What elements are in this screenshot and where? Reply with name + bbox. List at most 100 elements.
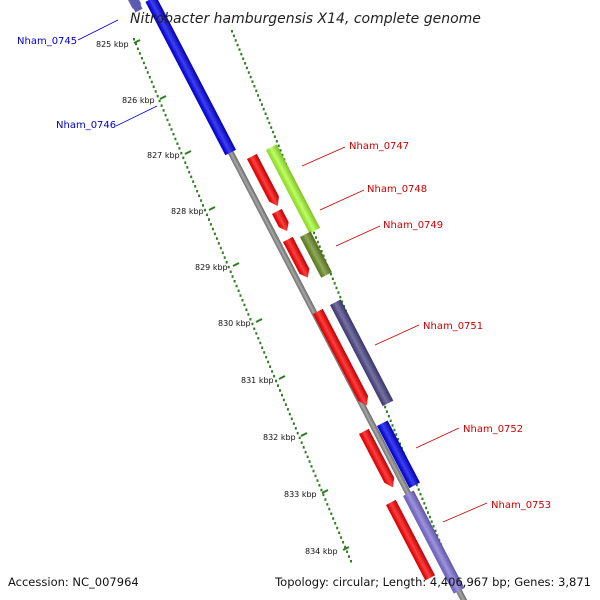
ring-dot bbox=[264, 112, 267, 115]
ring-dot bbox=[275, 379, 277, 383]
ring-dot bbox=[312, 469, 315, 473]
ring-dot bbox=[188, 170, 191, 174]
ring-dot bbox=[135, 42, 137, 46]
ring-dot bbox=[330, 512, 333, 515]
ring-dot bbox=[338, 531, 341, 534]
tick-label-832: 832 kbp bbox=[263, 433, 296, 442]
ring-dot bbox=[170, 128, 173, 131]
ring-dot bbox=[313, 231, 316, 235]
genome-summary: Topology: circular; Length: 4,406,967 bp… bbox=[274, 575, 591, 589]
ring-dot bbox=[333, 282, 336, 285]
ring-dot bbox=[281, 153, 284, 157]
ring-dot bbox=[306, 455, 309, 459]
ring-dot bbox=[271, 370, 274, 373]
ring-dot bbox=[277, 144, 280, 148]
ring-dot bbox=[235, 284, 238, 288]
ring-dot bbox=[267, 360, 270, 364]
ring-dot bbox=[421, 497, 424, 500]
gene-label-nham-0746[interactable]: Nham_0746 bbox=[56, 120, 116, 131]
ring-dot bbox=[150, 80, 153, 84]
gene-block-nham-0747 bbox=[266, 144, 321, 234]
ring-dot bbox=[334, 522, 337, 525]
ring-dot bbox=[279, 389, 281, 392]
ring-dot bbox=[247, 313, 250, 316]
ring-dot bbox=[427, 511, 429, 514]
inner-dotted-ring bbox=[133, 38, 352, 563]
ring-dot bbox=[204, 208, 206, 212]
ring-dot bbox=[158, 99, 161, 103]
ring-dot bbox=[152, 85, 155, 88]
ring-dot bbox=[304, 450, 307, 454]
ring-dot bbox=[337, 291, 340, 294]
ring-dot bbox=[176, 142, 179, 145]
ring-dot bbox=[399, 442, 401, 445]
ring-dot bbox=[166, 118, 169, 122]
ring-dot bbox=[279, 149, 282, 152]
ring-dot bbox=[346, 550, 349, 553]
tick-label-834: 834 kbp bbox=[305, 547, 338, 556]
gene-label-nham-0747[interactable]: Nham_0747 bbox=[349, 141, 409, 152]
ring-dot bbox=[342, 541, 345, 544]
gene-block-nham-0746 bbox=[145, 0, 236, 156]
gene-block-nham-0753 bbox=[403, 490, 465, 594]
ring-dot bbox=[206, 213, 208, 217]
ring-dot bbox=[227, 265, 230, 269]
ring-dot bbox=[395, 433, 398, 436]
ring-dot bbox=[154, 90, 157, 93]
ring-dot bbox=[243, 303, 246, 307]
ring-dot bbox=[384, 405, 387, 409]
ring-dot bbox=[186, 166, 189, 169]
ring-dot bbox=[232, 34, 235, 38]
ring-dot bbox=[300, 441, 303, 444]
ring-dot bbox=[332, 517, 335, 520]
tick-label-831: 831 kbp bbox=[241, 376, 274, 385]
ring-dot bbox=[200, 199, 203, 202]
ring-dot bbox=[190, 175, 193, 179]
ring-dot bbox=[282, 398, 285, 402]
gene-label-nham-0753[interactable]: Nham_0753 bbox=[491, 500, 551, 511]
ring-dot bbox=[257, 94, 260, 97]
ring-dot bbox=[397, 437, 400, 441]
ring-dot bbox=[315, 236, 317, 239]
gene-label-nham-0745[interactable]: Nham_0745 bbox=[17, 36, 77, 47]
ring-dot bbox=[253, 327, 256, 330]
ring-dot bbox=[348, 555, 350, 558]
ring-dot bbox=[148, 76, 151, 79]
ring-dot bbox=[265, 355, 268, 359]
ring-dot bbox=[196, 189, 199, 193]
ring-dot bbox=[223, 256, 226, 259]
ring-dot bbox=[423, 502, 426, 505]
ring-dot bbox=[322, 493, 325, 497]
ring-dot bbox=[417, 488, 420, 491]
ring-dot bbox=[320, 488, 323, 492]
ring-dot bbox=[245, 308, 248, 311]
gene-block-nham-0745-top bbox=[129, 0, 143, 13]
gene-label-nham-0748[interactable]: Nham_0748 bbox=[367, 184, 427, 195]
ring-dot bbox=[320, 250, 323, 253]
ring-dot bbox=[270, 126, 273, 129]
tick-label-825: 825 kbp bbox=[96, 40, 129, 49]
ring-dot bbox=[217, 242, 220, 245]
ring-dot bbox=[288, 412, 291, 416]
ring-dot bbox=[419, 492, 422, 496]
gene-label-nham-0752[interactable]: Nham_0752 bbox=[463, 424, 523, 435]
ring-dot bbox=[209, 223, 212, 226]
ring-dot bbox=[281, 393, 283, 397]
accession-label: Accession: NC_007964 bbox=[8, 575, 139, 589]
ring-dot bbox=[174, 137, 177, 141]
ring-dot bbox=[339, 295, 342, 299]
ring-dot bbox=[434, 529, 437, 533]
ring-dot bbox=[255, 332, 258, 335]
ring-dot bbox=[178, 147, 181, 150]
gene-label-nham-0751[interactable]: Nham_0751 bbox=[423, 321, 483, 332]
gene-label-nham-0749[interactable]: Nham_0749 bbox=[383, 220, 443, 231]
ring-dot bbox=[219, 246, 222, 250]
ring-dot bbox=[241, 299, 244, 302]
ring-dot bbox=[194, 185, 197, 188]
ring-dot bbox=[328, 507, 331, 511]
ring-dot bbox=[272, 130, 275, 134]
ring-dot bbox=[259, 341, 262, 345]
tick-label-833: 833 kbp bbox=[284, 490, 317, 499]
ring-dot bbox=[198, 194, 201, 198]
